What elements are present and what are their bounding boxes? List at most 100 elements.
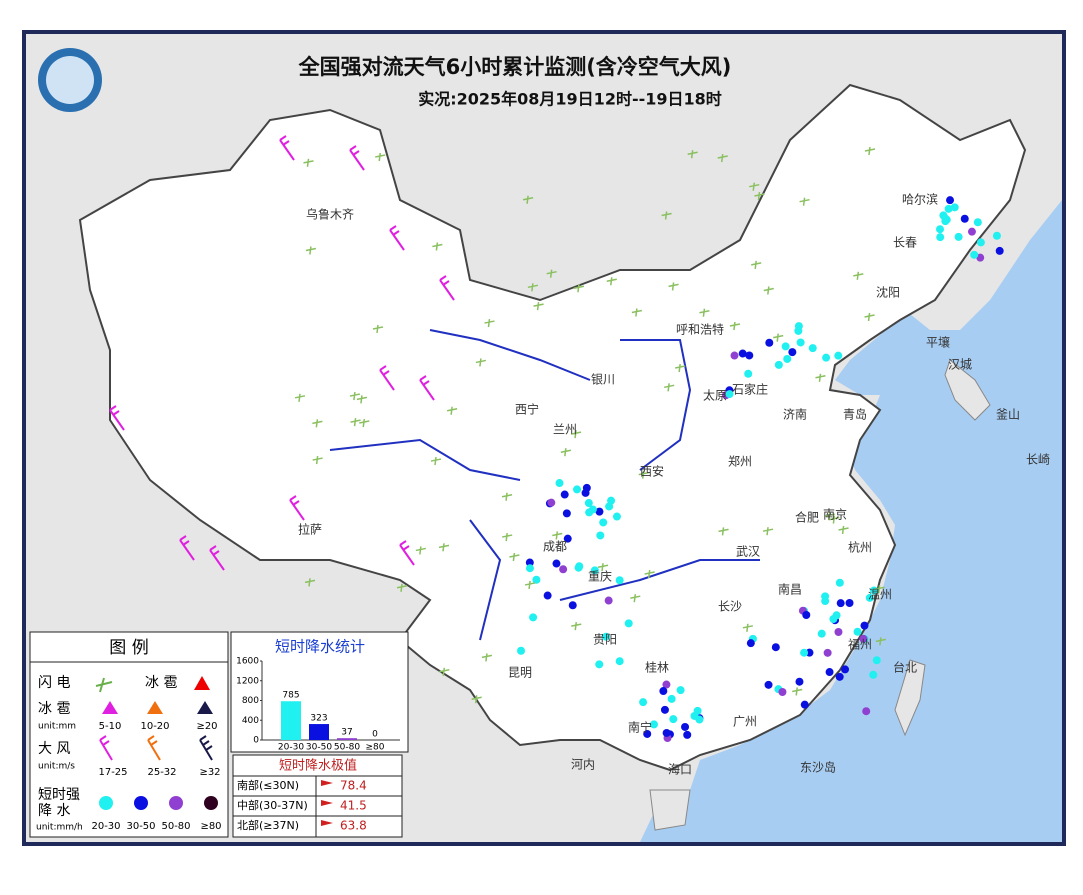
rain-dot bbox=[825, 668, 834, 677]
lightning-mark bbox=[762, 527, 774, 536]
lightning-mark bbox=[304, 578, 316, 587]
wind-mark bbox=[179, 535, 195, 561]
lightning-mark bbox=[742, 623, 754, 632]
rain-dot bbox=[596, 531, 605, 540]
lightning-mark bbox=[446, 406, 458, 415]
lightning-mark bbox=[356, 395, 368, 404]
lightning-mark bbox=[509, 552, 520, 562]
rain-dot bbox=[970, 250, 979, 259]
lightning-mark bbox=[799, 197, 810, 206]
lightning-mark bbox=[773, 333, 784, 342]
rain-dot bbox=[573, 485, 582, 494]
lightning-mark bbox=[638, 470, 649, 479]
lightning-mark bbox=[438, 543, 450, 552]
legend-hail-unit: unit:mm bbox=[38, 722, 76, 732]
rain-dot bbox=[730, 351, 739, 360]
rain-dot bbox=[607, 496, 616, 505]
rain-dot bbox=[795, 677, 804, 686]
city-label: 长沙 bbox=[718, 600, 742, 614]
subtitle: 实况:2025年08月19日12时--19日18时 bbox=[418, 90, 722, 109]
rain-dot bbox=[588, 505, 597, 514]
lightning-mark bbox=[570, 430, 582, 439]
china-land bbox=[78, 83, 1027, 772]
lightning-symbol bbox=[95, 677, 113, 693]
wind-mark bbox=[389, 225, 405, 251]
lightning-mark bbox=[815, 373, 826, 382]
lightning-mark bbox=[533, 302, 544, 311]
wind-mark bbox=[289, 495, 305, 521]
legend-box bbox=[29, 631, 229, 838]
rain-dot bbox=[683, 730, 692, 739]
lightning-mark bbox=[527, 283, 539, 292]
y-tick-label: 1200 bbox=[236, 676, 259, 686]
value-label: 0 bbox=[372, 730, 378, 740]
city-label: 武汉 bbox=[736, 545, 760, 559]
rain-dot bbox=[834, 351, 843, 360]
rain-dot bbox=[954, 232, 963, 241]
rain-dot bbox=[612, 512, 621, 521]
rain-dot bbox=[832, 611, 841, 620]
legend-rain-2: 降 水 bbox=[38, 803, 70, 819]
rain-dot bbox=[604, 596, 613, 605]
city-label: 河内 bbox=[571, 758, 595, 772]
city-label: 长崎 bbox=[1026, 453, 1050, 467]
rain-dot bbox=[738, 349, 747, 358]
city-label: 郑州 bbox=[728, 454, 752, 469]
rain-dot bbox=[590, 566, 599, 575]
rain-dot bbox=[662, 728, 671, 737]
stats-chart: 0 400 800 1200 1600 785 20-30 323 30-50 37 50-80 0 ≥… bbox=[236, 657, 400, 753]
rain-dot bbox=[841, 665, 850, 674]
lightning-mark bbox=[751, 260, 762, 269]
lightning-mark bbox=[350, 418, 361, 427]
rain-dot bbox=[681, 722, 690, 731]
wind-large bbox=[199, 735, 213, 761]
city-label: 东沙岛 bbox=[800, 760, 836, 775]
legend-wind: 大 风 bbox=[38, 741, 70, 757]
value-label: 37 bbox=[341, 728, 352, 738]
rain-dot bbox=[574, 563, 583, 572]
lightning-mark bbox=[560, 448, 572, 457]
rain-dot bbox=[595, 507, 604, 516]
rain-dot bbox=[865, 593, 874, 602]
lightning-mark bbox=[359, 418, 370, 428]
lightning-mark bbox=[829, 515, 840, 524]
city-label: 贵阳 bbox=[593, 633, 617, 647]
rain-dot bbox=[543, 591, 552, 600]
city-label: 哈尔滨 bbox=[902, 192, 938, 207]
wind-mark bbox=[279, 135, 295, 161]
rain-dot bbox=[946, 196, 955, 205]
rain-dot bbox=[532, 575, 541, 584]
legend-range: ≥20 bbox=[196, 721, 217, 732]
rain-dot bbox=[835, 672, 844, 681]
extremes-title: 短时降水极值 bbox=[279, 758, 357, 774]
rain-dot bbox=[568, 601, 577, 610]
rain-dot bbox=[836, 599, 845, 608]
rain-dot bbox=[584, 499, 593, 508]
rain-dot bbox=[624, 619, 633, 628]
lightning-mark bbox=[522, 195, 534, 204]
rain-dot bbox=[853, 627, 862, 636]
rain-dot bbox=[800, 648, 809, 657]
logo bbox=[38, 48, 102, 112]
lightning-mark bbox=[668, 282, 679, 291]
y-tick-label: 400 bbox=[242, 716, 259, 726]
wind-mark bbox=[439, 275, 455, 301]
flag bbox=[321, 820, 333, 826]
bar bbox=[281, 701, 301, 740]
legend-symbols bbox=[95, 676, 218, 810]
flag bbox=[321, 800, 333, 806]
city-label: 西安 bbox=[640, 464, 664, 479]
lightning-mark bbox=[475, 358, 487, 367]
rain-dot bbox=[781, 342, 790, 351]
lightning-mark bbox=[853, 271, 864, 280]
city-label: 兰州 bbox=[553, 423, 577, 437]
x-tick-label: ≥80 bbox=[366, 743, 385, 753]
river-basins bbox=[329, 329, 760, 641]
legend-hail-size: 冰 雹 bbox=[38, 701, 70, 717]
legend-range: 17-25 bbox=[98, 767, 127, 778]
rain-dot bbox=[822, 353, 831, 362]
y-tick-label: 800 bbox=[242, 696, 259, 706]
lightning-mark bbox=[661, 211, 672, 220]
rain-dot bbox=[821, 597, 830, 606]
city-label: 广州 bbox=[733, 715, 757, 729]
